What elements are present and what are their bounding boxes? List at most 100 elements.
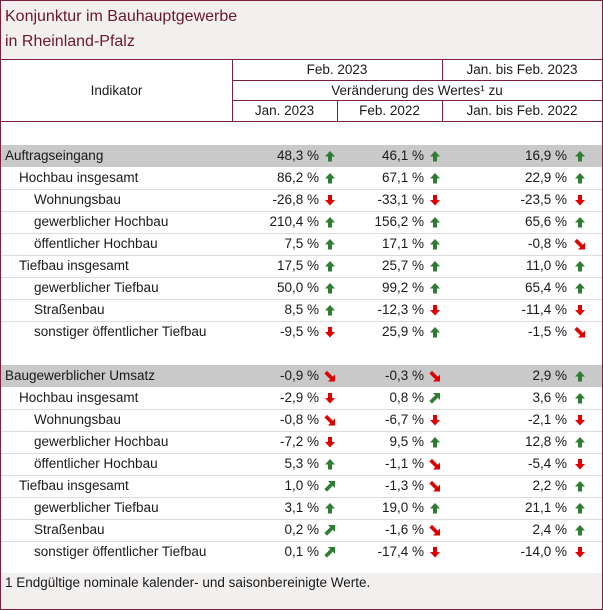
row-value: -0,8 %: [279, 412, 319, 427]
footnote: 1 Endgültige nominale kalender- und sais…: [5, 575, 371, 590]
row-separator: [1, 277, 602, 278]
row-value: 50,0 %: [276, 280, 319, 295]
arrow-up-icon: [325, 459, 335, 470]
page-title: Konjunktur im Bauhauptgewerbe: [5, 8, 238, 25]
arrow-up-icon: [575, 503, 585, 514]
header-period-feb: Feb. 2023: [306, 62, 368, 77]
row-value: -7,2 %: [279, 434, 319, 449]
row-separator: [1, 541, 602, 542]
arrow-up-icon: [430, 261, 440, 272]
arrow-down-icon: [575, 305, 585, 316]
row-label: Wohnungsbau: [34, 412, 121, 427]
table-row: gewerblicher Hochbau -7,2 % 9,5 % 12,8 %: [1, 431, 602, 453]
row-value: 86,2 %: [276, 170, 319, 185]
arrow-up-icon: [430, 151, 440, 162]
row-label: gewerblicher Tiefbau: [34, 280, 159, 295]
row-value: -6,7 %: [384, 412, 424, 427]
row-value: -1,3 %: [384, 478, 424, 493]
row-label: Baugewerblicher Umsatz: [5, 368, 156, 383]
row-label: Straßenbau: [34, 522, 105, 537]
table-row: gewerblicher Tiefbau 50,0 % 99,2 % 65,4 %: [1, 277, 602, 299]
arrow-down-icon: [325, 393, 335, 404]
row-separator: [1, 211, 602, 212]
table-row: öffentlicher Hochbau 5,3 % -1,1 % -5,4 %: [1, 453, 602, 475]
table-row: gewerblicher Hochbau 210,4 % 156,2 % 65,6 %: [1, 211, 602, 233]
row-label: Straßenbau: [34, 302, 105, 317]
table-row: Tiefbau insgesamt 17,5 % 25,7 % 11,0 %: [1, 255, 602, 277]
row-value: -1,6 %: [384, 522, 424, 537]
row-value: 0,8 %: [389, 390, 424, 405]
row-value: 65,4 %: [524, 280, 567, 295]
row-value: -33,1 %: [377, 192, 424, 207]
table-row: gewerblicher Tiefbau 3,1 % 19,0 % 21,1 %: [1, 497, 602, 519]
table-row: Hochbau insgesamt 86,2 % 67,1 % 22,9 %: [1, 167, 602, 189]
arrow-up-icon: [430, 173, 440, 184]
arrow-up-icon: [575, 217, 585, 228]
row-value: 9,5 %: [389, 434, 424, 449]
row-value: -2,9 %: [279, 390, 319, 405]
arrow-up-right-icon: [324, 525, 335, 536]
table-row: sonstiger öffentlicher Tiefbau -9,5 % 25,9…: [1, 321, 602, 343]
row-value: -1,1 %: [384, 456, 424, 471]
row-value: -0,8 %: [527, 236, 567, 251]
row-value: 12,8 %: [524, 434, 567, 449]
row-separator: [1, 519, 602, 520]
row-value: 7,5 %: [284, 236, 319, 251]
row-separator: [1, 497, 602, 498]
arrow-up-icon: [575, 173, 585, 184]
arrow-down-icon: [325, 327, 335, 338]
row-separator: [1, 321, 602, 322]
arrow-up-icon: [575, 283, 585, 294]
row-separator: [1, 255, 602, 256]
arrow-up-icon: [325, 217, 335, 228]
row-value: 11,0 %: [525, 258, 567, 273]
arrow-up-icon: [430, 437, 440, 448]
row-separator: [1, 475, 602, 476]
title-block: Konjunktur im Bauhauptgewerbe in Rheinla…: [1, 1, 602, 59]
row-label: gewerblicher Hochbau: [34, 214, 169, 229]
arrow-up-icon: [575, 393, 585, 404]
arrow-up-icon: [325, 283, 335, 294]
arrow-up-icon: [325, 503, 335, 514]
header-col-jan2023: Jan. 2023: [254, 103, 315, 118]
row-label: gewerblicher Hochbau: [34, 434, 169, 449]
row-value: 1,0 %: [284, 478, 319, 493]
row-value: 22,9 %: [524, 170, 567, 185]
header-indicator: Indikator: [90, 83, 143, 98]
row-separator: [1, 299, 602, 300]
row-label: öffentlicher Hochbau: [34, 456, 158, 471]
arrow-down-right-icon: [324, 370, 335, 382]
table-row: Hochbau insgesamt -2,9 % 0,8 % 3,6 %: [1, 387, 602, 409]
row-label: Hochbau insgesamt: [19, 390, 139, 405]
header-bottom-rule: [1, 121, 602, 122]
header-change: Veränderung des Wertes¹ zu: [331, 83, 503, 98]
arrow-up-right-icon: [324, 547, 335, 558]
arrow-up-icon: [575, 261, 585, 272]
row-value: 65,6 %: [524, 214, 567, 229]
row-value: -9,5 %: [279, 324, 319, 339]
arrow-down-right-icon: [429, 458, 440, 470]
arrow-down-right-icon: [429, 370, 440, 382]
row-value: 17,5 %: [276, 258, 319, 273]
row-label: Hochbau insgesamt: [19, 170, 139, 185]
row-value: -23,5 %: [520, 192, 567, 207]
arrow-down-icon: [575, 547, 585, 558]
arrow-down-icon: [575, 459, 585, 470]
row-value: 99,2 %: [381, 280, 424, 295]
header-col-feb2022: Feb. 2022: [359, 103, 420, 118]
header-divider-a: [232, 59, 233, 121]
arrow-up-icon: [325, 239, 335, 250]
arrow-up-right-icon: [429, 393, 440, 404]
arrow-down-icon: [575, 195, 585, 206]
row-label: Tiefbau insgesamt: [19, 478, 129, 493]
row-value: 8,5 %: [284, 302, 319, 317]
table-row: Tiefbau insgesamt 1,0 % -1,3 % 2,2 %: [1, 475, 602, 497]
row-value: 2,4 %: [532, 522, 567, 537]
row-value: 25,9 %: [381, 324, 424, 339]
row-value: 210,4 %: [269, 214, 319, 229]
arrow-down-right-icon: [574, 238, 585, 250]
row-label: sonstiger öffentlicher Tiefbau: [34, 324, 207, 339]
row-value: 0,2 %: [284, 522, 319, 537]
arrow-down-icon: [325, 195, 335, 206]
